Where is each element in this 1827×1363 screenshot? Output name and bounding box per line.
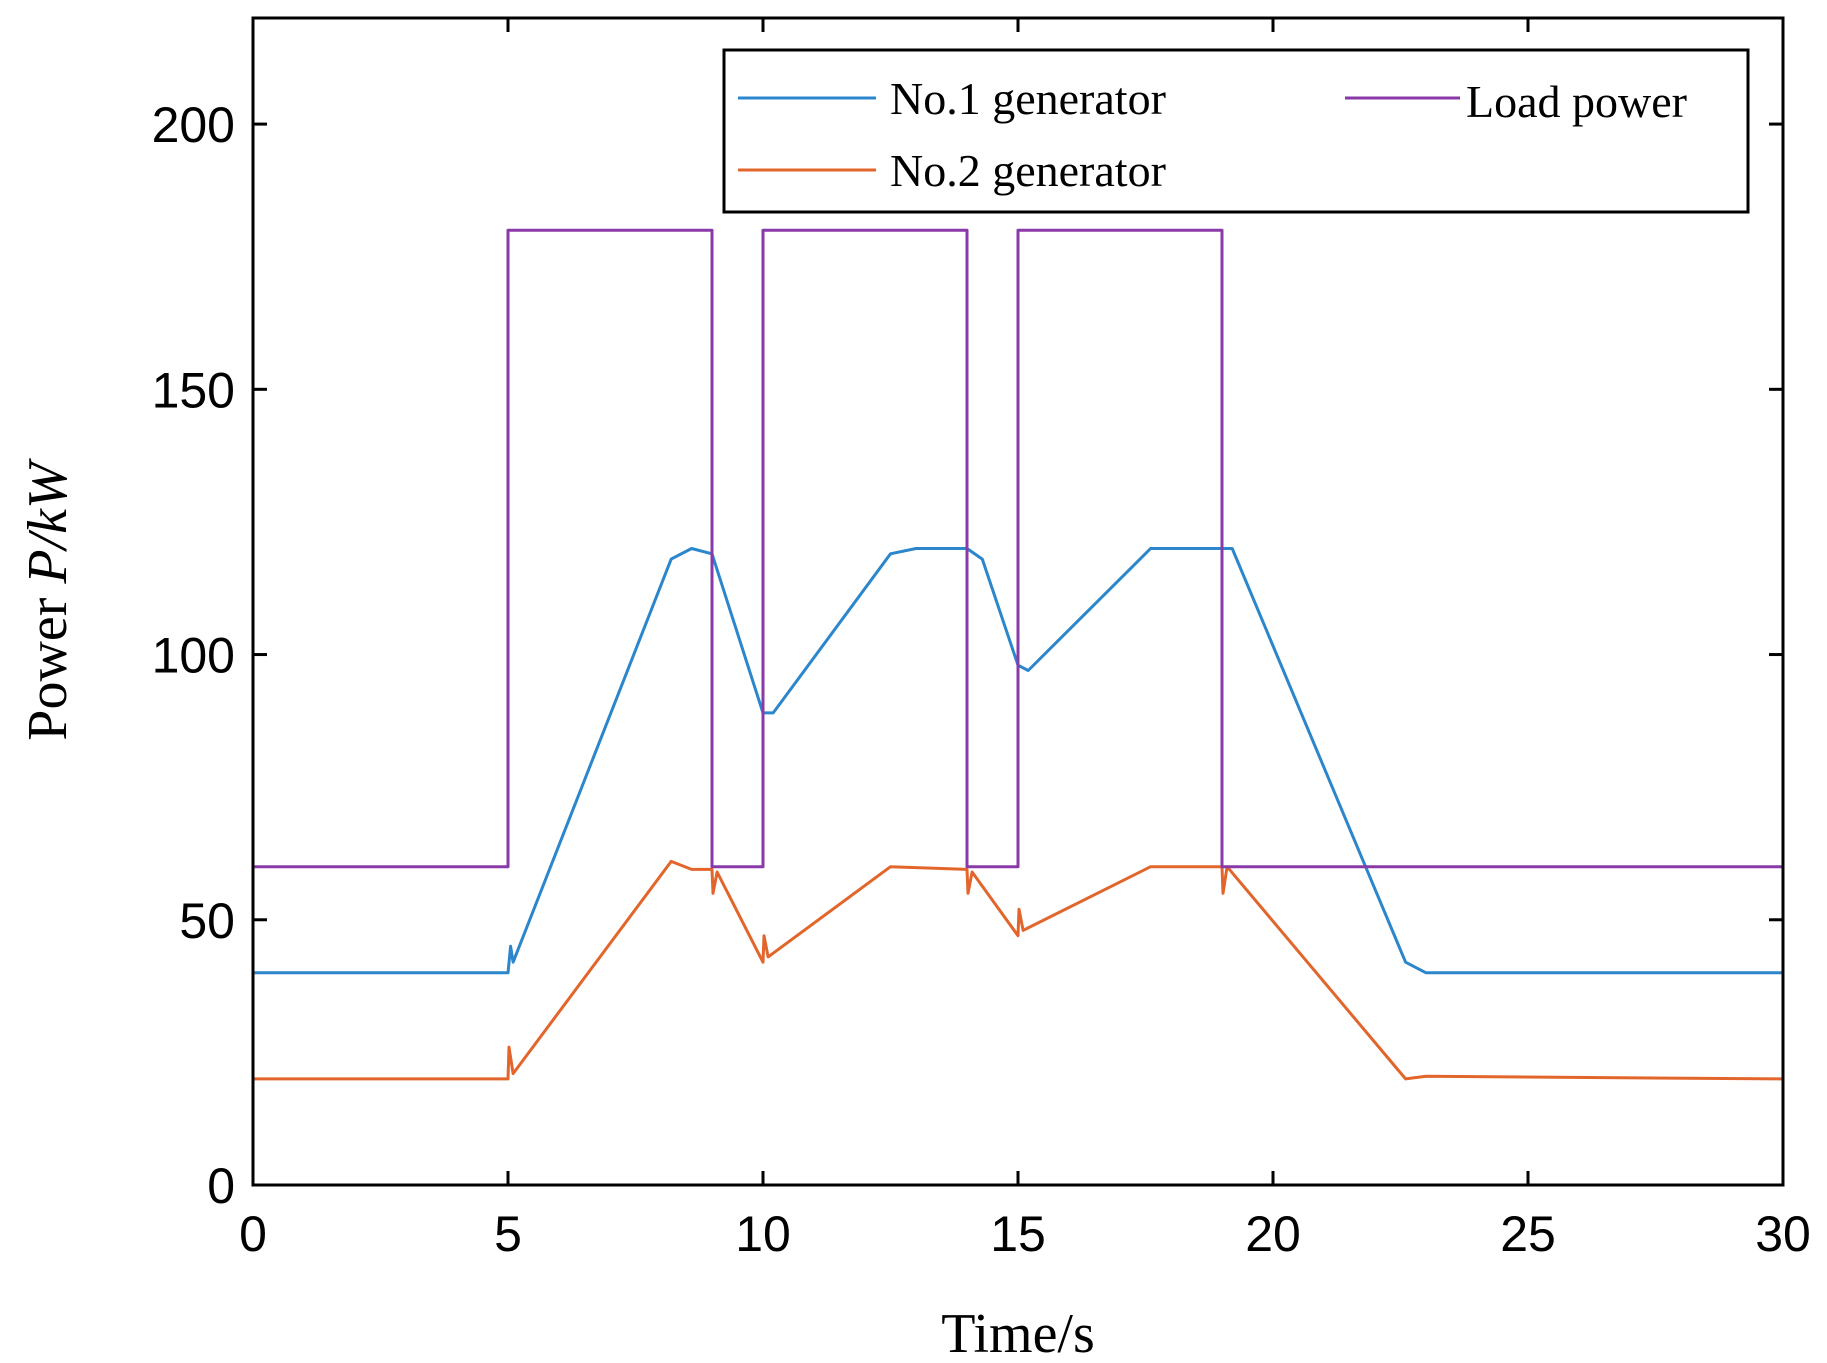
y-axis-title: Power P/kW	[17, 458, 79, 741]
y-tick-label: 150	[152, 362, 235, 418]
x-tick-label: 10	[735, 1206, 791, 1262]
series-line-no-1-generator	[253, 547, 1783, 975]
y-axis-title-unit: /kW	[17, 458, 79, 552]
legend-label-no1-generator: No.1 generator	[890, 73, 1166, 124]
legend-label-no2-generator: No.2 generator	[890, 145, 1166, 196]
y-tick-label: 100	[152, 628, 235, 684]
series-layer	[253, 228, 1784, 1081]
series-line-load-power	[253, 228, 1783, 869]
y-tick-label: 200	[152, 97, 235, 153]
y-axis-title-symbol: P	[17, 549, 79, 584]
y-tick-label: 0	[207, 1158, 235, 1214]
legend: No.1 generator No.2 generator Load power	[722, 48, 1750, 214]
x-axis-title: Time/s	[941, 1303, 1095, 1363]
legend-box	[722, 48, 1750, 214]
y-tick-label: 50	[179, 893, 235, 949]
x-tick-label: 20	[1245, 1206, 1301, 1262]
legend-label-load-power: Load power	[1466, 76, 1687, 127]
y-axis-title-prefix: Power	[17, 584, 79, 741]
x-tick-label: 15	[990, 1206, 1046, 1262]
x-tick-label: 25	[1500, 1206, 1556, 1262]
series-line-no-2-generator	[253, 859, 1784, 1081]
ticks-layer: 0 5 10 15 20 25 30 0 50 100 150 200	[152, 18, 1811, 1262]
x-tick-label: 30	[1755, 1206, 1811, 1262]
x-tick-label: 0	[239, 1206, 267, 1262]
x-tick-label: 5	[494, 1206, 522, 1262]
